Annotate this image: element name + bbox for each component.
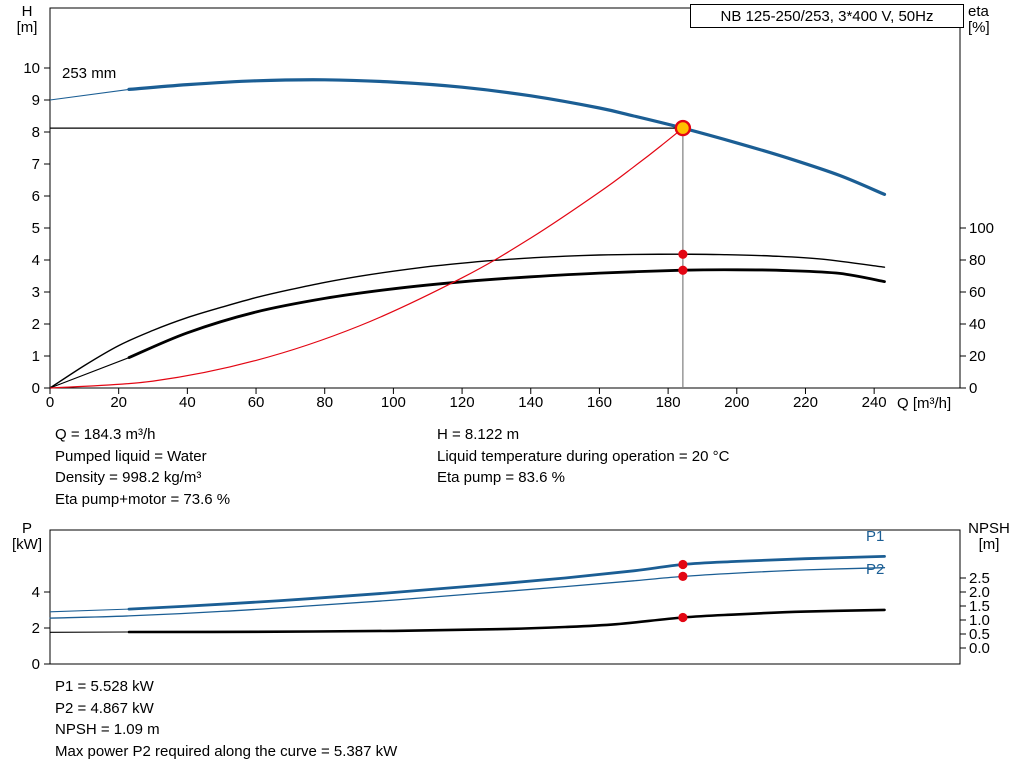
tick-label: 80: [316, 394, 333, 411]
p2-curve-label: P2: [866, 561, 885, 578]
tick-label: 220: [793, 394, 818, 411]
p1-curve-label: P1: [866, 528, 885, 545]
tick-label: 100: [381, 394, 406, 411]
tick-label: 4: [32, 584, 40, 601]
tick-label: 1.5: [969, 598, 990, 615]
eta-axis-unit: [%]: [968, 19, 990, 36]
pump-title: NB 125-250/253, 3*400 V, 50Hz: [720, 7, 934, 25]
tick-label: 20: [110, 394, 127, 411]
tick-label: 40: [179, 394, 196, 411]
tick-label: 2: [32, 620, 40, 637]
info-line-eta-pump-motor: Eta pump+motor = 73.6 %: [55, 490, 231, 508]
tick-label: 80: [969, 252, 986, 269]
tick-label: 5: [32, 220, 40, 237]
p-axis-symbol: P: [21, 520, 32, 537]
eta-pump-curve: [49, 253, 886, 389]
power-info: P1 = 5.528 kW P2 = 4.867 kW NPSH = 1.09 …: [55, 676, 397, 762]
p1-curve: [127, 555, 886, 611]
tick-label: 10: [23, 60, 40, 77]
info-line-q: Q = 184.3 m³/h: [55, 426, 156, 443]
tick-label: 0.5: [969, 626, 990, 643]
tick-label: 6: [32, 188, 40, 205]
info-line-liquid: Pumped liquid = Water: [55, 447, 207, 465]
p-axis-label: P [kW]: [6, 521, 48, 553]
tick-label: 2.5: [969, 570, 990, 587]
eta-axis-label: eta [%]: [968, 4, 990, 36]
pump-title-box: NB 125-250/253, 3*400 V, 50Hz: [690, 4, 964, 28]
tick-label: 9: [32, 92, 40, 109]
tick-label: 2.0: [969, 584, 990, 601]
chart-frame: [49, 7, 961, 389]
duty-point-marker: [674, 119, 692, 137]
tick-label: 120: [450, 394, 475, 411]
info-line-eta-pump: Eta pump = 83.6 %: [437, 469, 565, 486]
tick-label: 1: [32, 348, 40, 365]
q-axis-label: Q [m³/h]: [897, 395, 952, 412]
eta-pump-motor-curve: [127, 268, 886, 359]
duty-info-right: H = 8.122 m Liquid temperature during op…: [437, 424, 729, 489]
h-axis-symbol: H: [21, 3, 33, 20]
info-line-p1: P1 = 5.528 kW: [55, 678, 154, 695]
head-curve-253mm: [127, 78, 887, 196]
impeller-size-label: 253 mm: [62, 65, 117, 82]
p2-curve: [49, 567, 886, 619]
tick-label: 20: [969, 348, 986, 365]
tick-label: 140: [518, 394, 543, 411]
tick-label: 60: [248, 394, 265, 411]
tick-label: 60: [969, 284, 986, 301]
tick-label: 2: [32, 316, 40, 333]
tick-label: 240: [862, 394, 887, 411]
tick-label: 0: [32, 656, 40, 673]
info-line-p2: P2 = 4.867 kW: [55, 699, 154, 717]
npsh-axis-symbol: NPSH: [968, 520, 1010, 537]
tick-label: 40: [969, 316, 986, 333]
info-line-npsh: NPSH = 1.09 m: [55, 721, 160, 738]
npsh-curve: [127, 608, 886, 634]
duty-dot-marker: [678, 265, 688, 275]
eta-axis-symbol: eta: [968, 3, 989, 20]
npsh-axis-unit: [m]: [978, 536, 1000, 553]
tick-label: 4: [32, 252, 40, 269]
tick-label: 8: [32, 124, 40, 141]
tick-label: 180: [656, 394, 681, 411]
p-axis-unit: [kW]: [12, 536, 42, 553]
head-curve-253mm-lead: [49, 88, 130, 101]
info-line-maxp2: Max power P2 required along the curve = …: [55, 742, 398, 760]
chart-frame: [49, 529, 961, 665]
tick-label: 1.0: [969, 612, 990, 629]
tick-label: 200: [724, 394, 749, 411]
duty-dot-marker: [678, 612, 688, 623]
system-curve: [49, 127, 684, 389]
tick-label: 0: [46, 394, 54, 411]
p1-curve-lead: [49, 608, 130, 613]
h-axis-label: H [m]: [6, 4, 48, 36]
npsh-axis-label: NPSH [m]: [960, 521, 1018, 553]
duty-dot-marker: [678, 571, 688, 581]
eta-pump-motor-curve-lead: [49, 357, 130, 389]
tick-label: 0: [969, 380, 977, 397]
duty-dot-marker: [678, 559, 688, 570]
tick-label: 3: [32, 284, 40, 301]
tick-label: 100: [969, 220, 994, 237]
tick-label: 7: [32, 156, 40, 173]
tick-label: 0.0: [969, 640, 990, 657]
tick-label: 0: [32, 380, 40, 397]
duty-dot-marker: [678, 249, 688, 259]
tick-label: 160: [587, 394, 612, 411]
duty-info-left: Q = 184.3 m³/h Pumped liquid = Water Den…: [55, 424, 230, 510]
h-axis-unit: [m]: [16, 19, 38, 36]
info-line-temperature: Liquid temperature during operation = 20…: [437, 447, 730, 465]
info-line-density: Density = 998.2 kg/m³: [55, 469, 202, 486]
info-line-h: H = 8.122 m: [437, 426, 520, 443]
